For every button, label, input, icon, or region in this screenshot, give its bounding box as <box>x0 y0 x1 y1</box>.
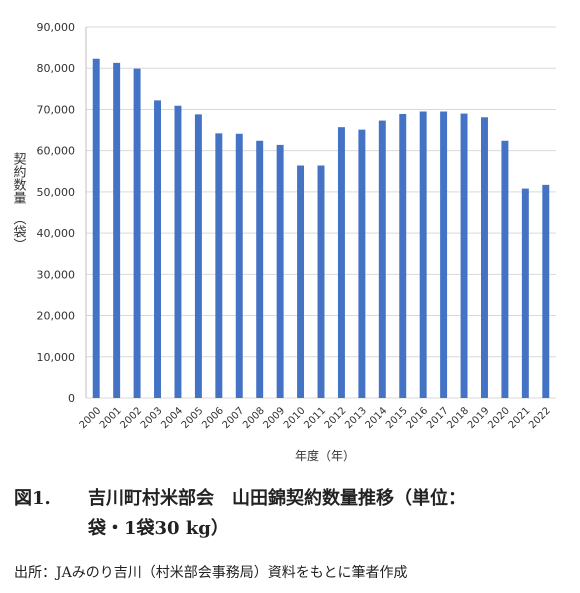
x-tick-label: 2020 <box>486 405 512 431</box>
bar-2016 <box>419 111 427 398</box>
bar-2017 <box>440 111 448 398</box>
source-note: 出所：JAみのり吉川（村米部会事務局）資料をもとに筆者作成 <box>14 565 408 581</box>
x-tick-label: 2007 <box>221 405 247 431</box>
x-tick-label: 2013 <box>343 405 369 431</box>
x-tick-label: 2016 <box>405 405 431 431</box>
y-axis-unit-label: （袋） <box>11 212 27 251</box>
bar-2022 <box>542 184 550 398</box>
bar-2015 <box>399 113 407 399</box>
x-tick-labels: 2000200120022003200420052006200720082009… <box>78 405 553 431</box>
bars <box>92 58 550 399</box>
y-tick-label: 30,000 <box>37 268 76 281</box>
x-tick-label: 2011 <box>302 405 328 431</box>
figure-number: 図1. <box>14 488 51 509</box>
x-tick-label: 2019 <box>466 405 492 431</box>
bar-2011 <box>317 165 325 398</box>
x-tick-label: 2021 <box>507 405 533 431</box>
y-tick-label: 20,000 <box>37 310 76 323</box>
bar-2001 <box>113 62 121 398</box>
x-tick-label: 2018 <box>445 405 471 431</box>
y-axis-label: 契約数量 <box>11 152 27 204</box>
bar-2005 <box>194 114 202 398</box>
bar-2009 <box>276 144 284 398</box>
x-tick-label: 2022 <box>527 405 553 431</box>
x-tick-label: 2017 <box>425 405 451 431</box>
x-tick-label: 2002 <box>118 405 144 431</box>
y-tick-label: 0 <box>68 392 75 405</box>
figure-caption: 図1. 吉川町村米部会 山田錦契約数量推移（単位： 袋・1袋30 kg） <box>14 484 570 544</box>
bar-2018 <box>460 113 468 399</box>
y-tick-label: 10,000 <box>37 351 76 364</box>
bar-2004 <box>174 105 182 399</box>
figure-title-line1: 吉川町村米部会 山田錦契約数量推移（単位： <box>88 488 466 509</box>
x-tick-label: 2010 <box>282 405 308 431</box>
x-tick-label: 2005 <box>180 405 206 431</box>
bar-2010 <box>297 165 305 398</box>
bar-2007 <box>235 133 243 398</box>
bar-2003 <box>154 100 161 399</box>
y-tick-label: 70,000 <box>37 103 76 116</box>
y-tick-label: 80,000 <box>37 62 76 75</box>
bar-2006 <box>215 133 223 398</box>
y-tick-label: 50,000 <box>37 186 76 199</box>
x-tick-label: 2000 <box>78 405 104 431</box>
x-tick-label: 2001 <box>98 405 124 431</box>
bar-2014 <box>378 120 386 398</box>
bar-2019 <box>481 117 488 398</box>
y-tick-label: 60,000 <box>37 145 76 158</box>
bar-chart: 0 10,000 20,000 30,000 40,000 50,000 60,000 70,… <box>11 21 556 463</box>
x-tick-label: 2009 <box>261 405 287 431</box>
x-tick-label: 2004 <box>159 405 185 431</box>
bar-2013 <box>358 129 366 399</box>
y-tick-labels: 0 10,000 20,000 30,000 40,000 50,000 60,000 70,… <box>37 21 76 405</box>
bar-2012 <box>337 127 345 399</box>
bar-2002 <box>133 68 141 398</box>
bar-2008 <box>256 140 264 399</box>
y-tick-label: 40,000 <box>37 227 76 240</box>
x-tick-label: 2014 <box>364 405 390 431</box>
x-tick-label: 2006 <box>200 405 226 431</box>
x-tick-label: 2008 <box>241 405 267 431</box>
bar-2021 <box>521 188 529 398</box>
bar-2020 <box>501 140 509 399</box>
x-tick-label: 2012 <box>323 405 349 431</box>
x-tick-label: 2003 <box>139 405 165 431</box>
y-tick-label: 90,000 <box>37 21 76 34</box>
bar-2000 <box>92 58 100 398</box>
figure-title-line2: 袋・1袋30 kg） <box>88 518 229 539</box>
x-tick-label: 2015 <box>384 405 410 431</box>
x-axis-label: 年度（年） <box>295 448 355 463</box>
